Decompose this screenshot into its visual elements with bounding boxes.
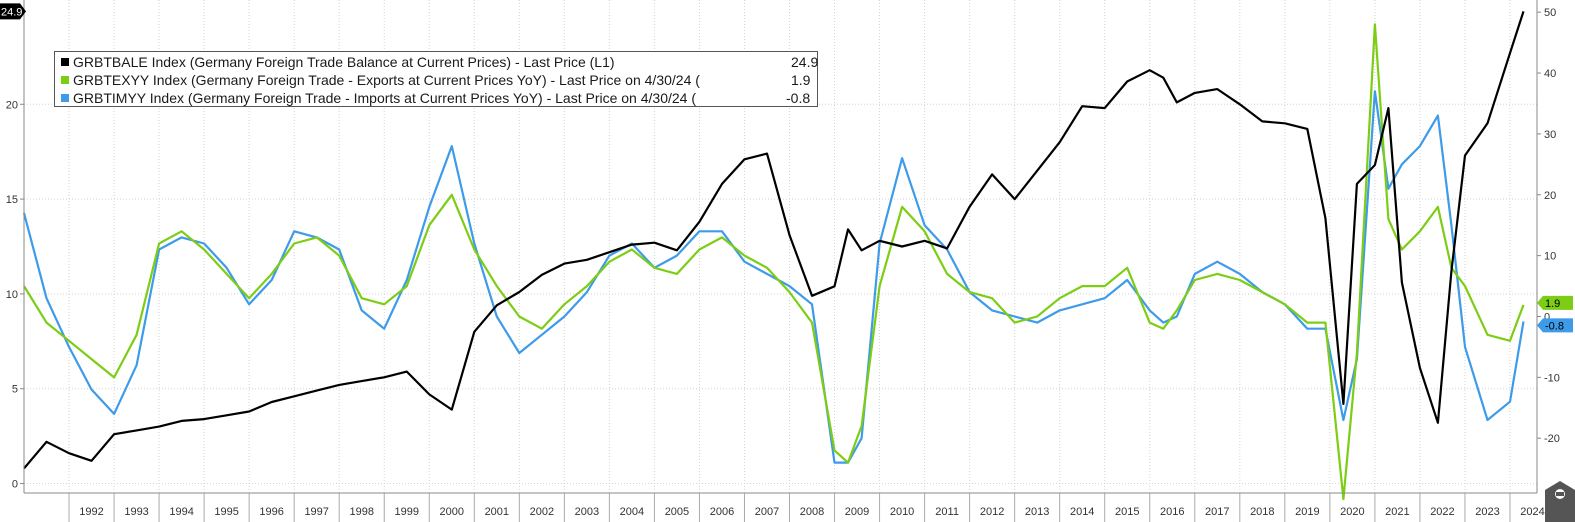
legend-swatch-exports [61, 76, 69, 84]
right-tick-label: 10 [1544, 251, 1556, 263]
series-layer [22, 11, 1525, 501]
series-line-0 [23, 11, 1525, 470]
x-tick-label: 2010 [890, 506, 914, 518]
legend-item-balance: GRBTBALE Index (Germany Foreign Trade Ba… [61, 53, 819, 71]
x-tick-label: 2013 [1025, 506, 1049, 518]
tag-exports-text: 1.9 [1545, 298, 1560, 310]
legend-swatch-imports [61, 94, 69, 102]
chart-menu-icon[interactable] [1545, 481, 1575, 522]
left-tick-label: 5 [12, 384, 18, 396]
legend-label-balance: GRBTBALE Index (Germany Foreign Trade Ba… [73, 54, 615, 70]
x-tick-label: 2023 [1475, 506, 1499, 518]
x-tick-label: 2015 [1115, 506, 1139, 518]
right-tick-label: 20 [1544, 190, 1556, 202]
series-line-1 [23, 23, 1525, 501]
right-tick-label: -20 [1544, 433, 1560, 445]
legend-item-imports: GRBTIMYY Index (Germany Foreign Trade - … [61, 89, 817, 107]
x-tick-label: 2005 [665, 506, 689, 518]
x-tick-label: 2004 [620, 506, 644, 518]
axes: 0 5 10 15 20 -20 -10 0 10 20 30 40 50 1992 1993 1994 199… [6, 0, 1560, 522]
x-tick-label: 2008 [800, 506, 824, 518]
x-tick-label: 1992 [79, 506, 103, 518]
x-tick-label: 2019 [1295, 506, 1319, 518]
x-tick-label: 2006 [710, 506, 734, 518]
legend-value-exports: 1.9 [791, 72, 811, 88]
x-tick-label: 2020 [1340, 506, 1364, 518]
legend-swatch-balance [61, 58, 69, 66]
legend-value-balance: 24.9 [791, 54, 819, 70]
legend: GRBTBALE Index (Germany Foreign Trade Ba… [54, 51, 818, 107]
x-tick-label: 2016 [1160, 506, 1184, 518]
left-tick-label: 15 [6, 194, 18, 206]
x-tick-label: 2024 [1520, 506, 1544, 518]
x-tick-label: 2018 [1250, 506, 1274, 518]
x-tick-label: 2002 [530, 506, 554, 518]
x-tick-label: 1996 [259, 506, 283, 518]
tag-balance-text: 24.9 [1, 6, 22, 18]
x-tick-label: 2001 [485, 506, 509, 518]
left-tick-label: 10 [6, 289, 18, 301]
right-tick-label: 40 [1544, 68, 1556, 80]
x-tick-label: 1993 [124, 506, 148, 518]
x-tick-label: 2012 [980, 506, 1004, 518]
legend-item-exports: GRBTEXYY Index (Germany Foreign Trade - … [61, 71, 817, 89]
x-tick-label: 2014 [1070, 506, 1094, 518]
left-tick-label: 0 [12, 479, 18, 491]
legend-value-imports: -0.8 [786, 90, 811, 106]
right-tick-label: -10 [1544, 372, 1560, 384]
legend-label-exports: GRBTEXYY Index (Germany Foreign Trade - … [73, 72, 700, 88]
value-tags: 24.9 1.9 -0.8 [0, 3, 1573, 333]
left-tick-label: 20 [6, 99, 18, 111]
x-tick-label: 1999 [395, 506, 419, 518]
x-tick-label: 2009 [845, 506, 869, 518]
tag-imports: -0.8 [1537, 318, 1573, 333]
tag-balance: 24.9 [0, 3, 26, 20]
right-tick-label: 0 [1544, 311, 1550, 323]
x-tick-label: 2000 [440, 506, 464, 518]
x-tick-label: 1998 [349, 506, 373, 518]
x-tick-label: 2022 [1430, 506, 1454, 518]
x-tick-label: 2003 [575, 506, 599, 518]
x-tick-label: 1997 [304, 506, 328, 518]
tag-imports-text: -0.8 [1545, 320, 1564, 332]
legend-label-imports: GRBTIMYY Index (Germany Foreign Trade - … [73, 90, 696, 106]
tag-imports-shape [1537, 318, 1573, 333]
x-tick-label: 2007 [755, 506, 779, 518]
right-tick-label: 50 [1544, 7, 1556, 19]
tag-exports: 1.9 [1537, 295, 1573, 310]
x-tick-label: 2021 [1385, 506, 1409, 518]
x-tick-label: 2017 [1205, 506, 1229, 518]
x-tick-label: 2011 [935, 506, 959, 518]
x-tick-label: 1995 [214, 506, 238, 518]
right-tick-label: 30 [1544, 129, 1556, 141]
x-tick-label: 1994 [169, 506, 193, 518]
tag-balance-shape [0, 3, 26, 20]
tag-exports-shape [1537, 295, 1573, 310]
